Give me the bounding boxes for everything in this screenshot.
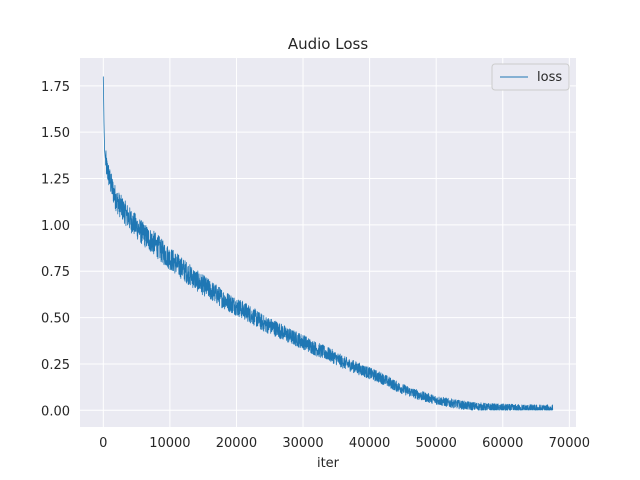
- series-line-loss: [102, 76, 554, 411]
- y-tick-label: 0.00: [41, 404, 70, 419]
- chart-title: Audio Loss: [288, 35, 368, 53]
- x-tick-label: 10000: [149, 436, 190, 451]
- y-axis-ticks: 0.00 0.25 0.50 0.75 1.00 1.25 1.50 1.75: [41, 80, 70, 419]
- legend-box: [491, 63, 570, 91]
- y-tick-label: 1.25: [41, 173, 70, 188]
- x-tick-label: 70000: [549, 436, 590, 451]
- y-tick-label: 1.75: [41, 80, 70, 95]
- x-tick-label: 20000: [216, 436, 257, 451]
- x-tick-label: 60000: [482, 436, 523, 451]
- legend-label-loss: loss: [537, 70, 562, 85]
- x-tick-label: 30000: [282, 436, 323, 451]
- x-tick-label: 0: [99, 436, 107, 451]
- x-axis-label: iter: [317, 456, 340, 471]
- legend: loss: [491, 63, 570, 91]
- y-tick-label: 1.50: [41, 126, 70, 141]
- x-tick-label: 40000: [349, 436, 390, 451]
- series-layer: [102, 76, 554, 411]
- x-tick-label: 50000: [416, 436, 457, 451]
- y-tick-label: 0.50: [41, 312, 70, 327]
- y-tick-label: 0.75: [41, 265, 70, 280]
- y-tick-label: 1.00: [41, 219, 70, 234]
- y-tick-label: 0.25: [41, 358, 70, 373]
- x-axis-ticks: 0 10000 20000 30000 40000 50000 60000 70000: [99, 436, 590, 451]
